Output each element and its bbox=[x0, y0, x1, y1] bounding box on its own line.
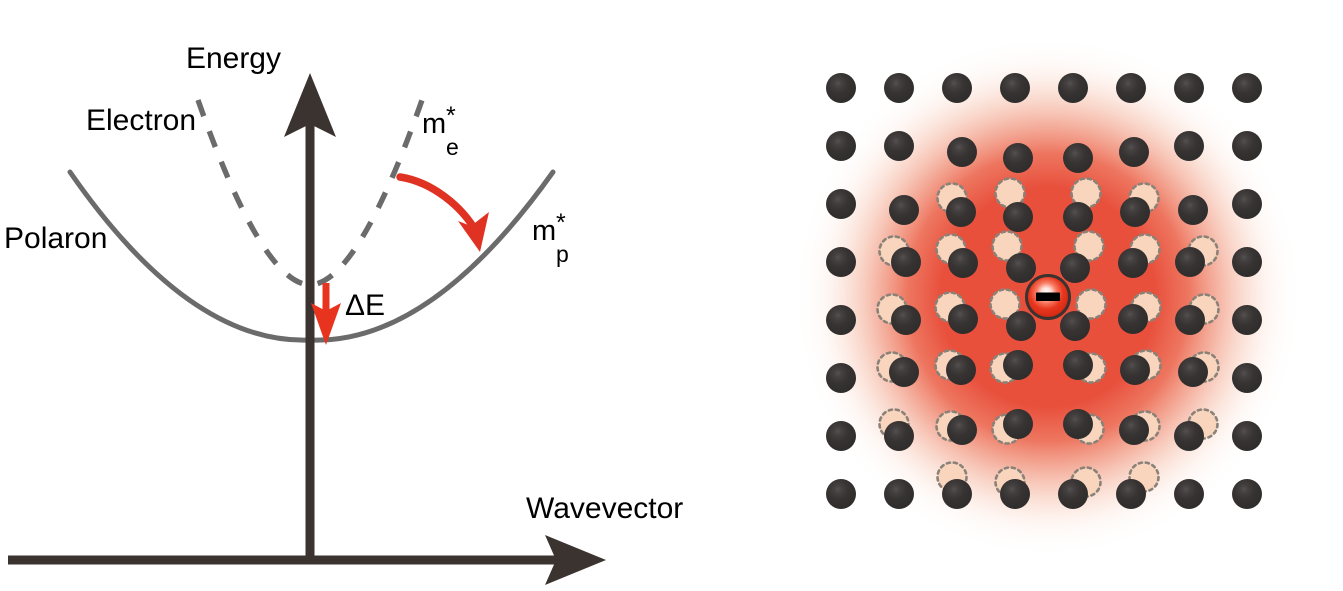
atom bbox=[1000, 479, 1030, 509]
energy-axis-arrowhead bbox=[284, 73, 336, 137]
atom bbox=[1120, 197, 1150, 227]
atom bbox=[1232, 73, 1262, 103]
electron-mass-superscript: * bbox=[446, 102, 456, 130]
atom bbox=[826, 421, 856, 451]
polaron-mass-superscript: * bbox=[556, 209, 566, 237]
atom bbox=[1006, 253, 1036, 283]
atom bbox=[1003, 202, 1033, 232]
atom bbox=[947, 137, 977, 167]
electron-effective-mass-label: m * e bbox=[422, 102, 459, 160]
trapped-electron bbox=[1025, 274, 1071, 320]
atom bbox=[826, 247, 856, 277]
atom bbox=[1174, 73, 1204, 103]
atom bbox=[1058, 73, 1088, 103]
atom bbox=[1232, 363, 1262, 393]
polaron-mass-base: m bbox=[532, 215, 556, 247]
atom bbox=[1120, 355, 1150, 385]
electron-minus-sign-icon bbox=[1036, 292, 1060, 301]
atom bbox=[946, 197, 976, 227]
atom bbox=[884, 479, 914, 509]
atom bbox=[891, 305, 921, 335]
lattice-distortion-diagram bbox=[793, 35, 1303, 559]
atom bbox=[1174, 131, 1204, 161]
atom bbox=[1232, 421, 1262, 451]
atom bbox=[1174, 479, 1204, 509]
atom bbox=[1175, 305, 1205, 335]
atom bbox=[1058, 479, 1088, 509]
wavevector-axis-label: Wavevector bbox=[526, 492, 683, 525]
atom bbox=[942, 479, 972, 509]
atom bbox=[948, 248, 978, 278]
polaron-band-label: Polaron bbox=[4, 222, 107, 255]
atom bbox=[826, 131, 856, 161]
electron-band-label: Electron bbox=[86, 104, 196, 137]
atom bbox=[1006, 311, 1036, 341]
atom bbox=[1118, 248, 1148, 278]
atom bbox=[1000, 73, 1030, 103]
atom bbox=[884, 131, 914, 161]
electron-mass-base: m bbox=[422, 108, 446, 140]
electron-band-curve bbox=[195, 99, 425, 288]
delta-e-label: ΔE bbox=[345, 289, 385, 322]
atom bbox=[826, 479, 856, 509]
atom bbox=[1116, 73, 1146, 103]
atom bbox=[1003, 409, 1033, 439]
atom bbox=[826, 363, 856, 393]
atom bbox=[1060, 311, 1090, 341]
renormalization-curved-arrow-shaft bbox=[396, 173, 481, 237]
atom bbox=[826, 73, 856, 103]
atom bbox=[826, 305, 856, 335]
atom bbox=[1175, 247, 1205, 277]
atom bbox=[884, 73, 914, 103]
atom bbox=[889, 195, 919, 225]
atom bbox=[1116, 479, 1146, 509]
atom bbox=[947, 415, 977, 445]
atom bbox=[948, 304, 978, 334]
electron-mass-subscript: e bbox=[446, 134, 459, 160]
atom bbox=[1232, 189, 1262, 219]
atom bbox=[889, 357, 919, 387]
atom bbox=[1232, 247, 1262, 277]
band-structure-diagram: Energy Wavevector Electron Polaron m * e… bbox=[4, 42, 683, 585]
atom bbox=[942, 73, 972, 103]
delta-e-arrow-head bbox=[311, 303, 341, 345]
atom bbox=[1178, 357, 1208, 387]
polaron-effective-mass-label: m * p bbox=[532, 209, 569, 267]
atom bbox=[1063, 409, 1093, 439]
atom bbox=[1003, 350, 1033, 380]
atom bbox=[1232, 131, 1262, 161]
atom bbox=[946, 355, 976, 385]
atom bbox=[1063, 202, 1093, 232]
atom bbox=[1174, 421, 1204, 451]
atom bbox=[1178, 195, 1208, 225]
atom bbox=[1232, 305, 1262, 335]
renormalization-curved-arrow-head bbox=[458, 212, 489, 252]
wavevector-axis-arrowhead bbox=[545, 535, 606, 585]
energy-axis-label: Energy bbox=[186, 42, 281, 75]
atom bbox=[1003, 143, 1033, 173]
atom bbox=[1063, 350, 1093, 380]
atom bbox=[1119, 137, 1149, 167]
atom bbox=[891, 247, 921, 277]
atom bbox=[1232, 479, 1262, 509]
atom bbox=[1118, 304, 1148, 334]
atom bbox=[884, 421, 914, 451]
polaron-mass-subscript: p bbox=[556, 241, 569, 267]
atom bbox=[1060, 253, 1090, 283]
atom bbox=[1119, 415, 1149, 445]
atom bbox=[1063, 143, 1093, 173]
atom bbox=[826, 189, 856, 219]
